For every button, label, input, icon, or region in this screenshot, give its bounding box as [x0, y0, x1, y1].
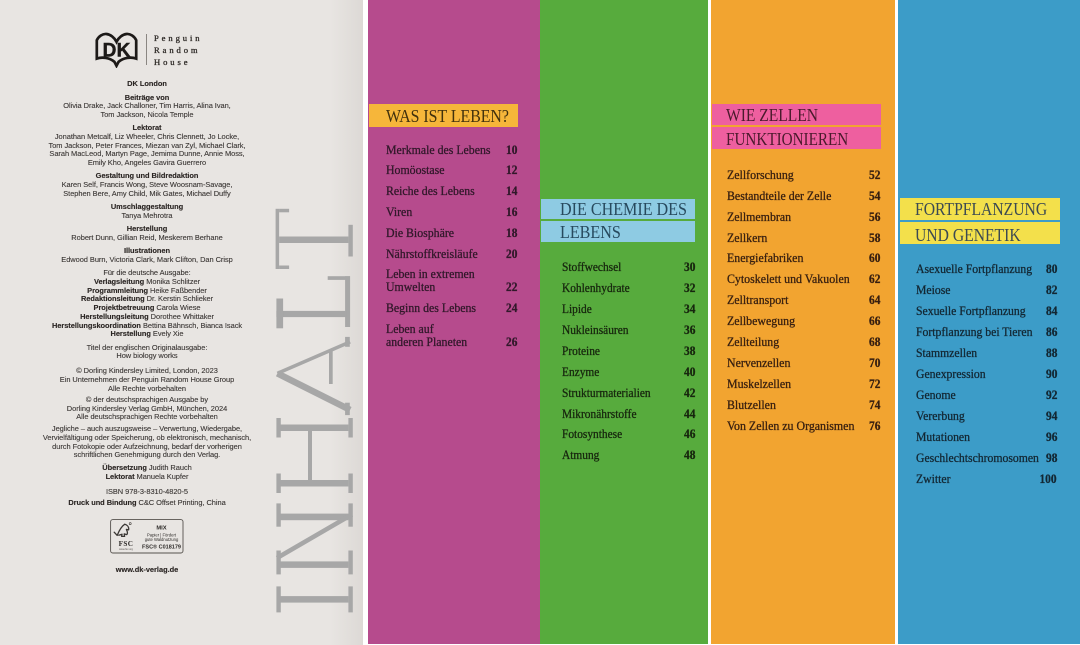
svg-text:FSC: FSC	[119, 540, 134, 548]
svg-text:gute Waldnutzung: gute Waldnutzung	[145, 537, 179, 542]
svg-text:Papier | Fördert: Papier | Fördert	[147, 532, 177, 537]
svg-text:www.fsc.org: www.fsc.org	[119, 547, 134, 551]
svg-text:DK: DK	[103, 41, 131, 62]
svg-text:FSC® C018179: FSC® C018179	[142, 543, 181, 550]
svg-text:MIX: MIX	[156, 525, 166, 531]
